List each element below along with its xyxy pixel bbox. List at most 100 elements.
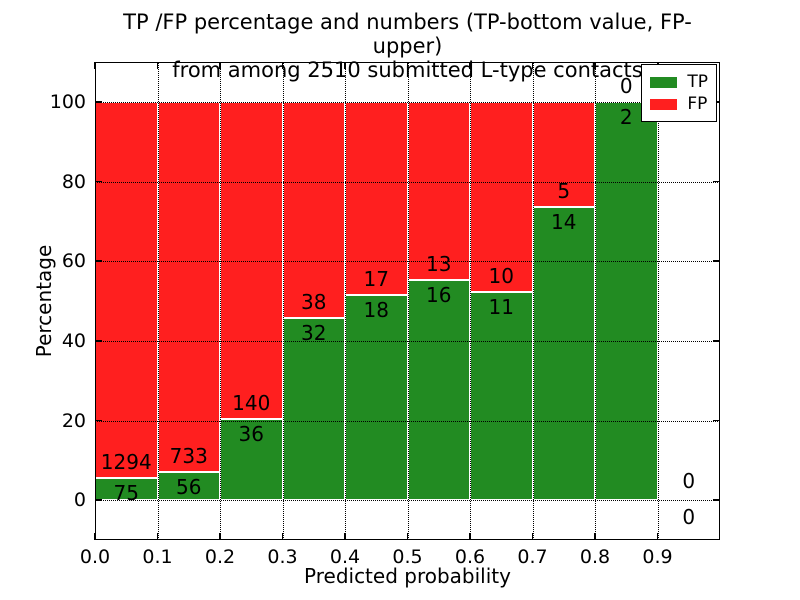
- x-tick-mark: [344, 533, 346, 540]
- fp-count-label: 140: [232, 390, 271, 415]
- gridline-vertical: [282, 62, 284, 540]
- x-tick-mark: [344, 62, 346, 69]
- tp-count-label: 56: [176, 474, 202, 499]
- x-tick-label: 0.7: [517, 546, 548, 568]
- y-tick-mark: [713, 499, 720, 501]
- gridline-vertical: [157, 62, 159, 540]
- x-tick-label: 0.8: [579, 546, 611, 568]
- legend-entry-label: FP: [687, 93, 708, 114]
- legend-entry: FP: [650, 93, 708, 115]
- bar-fp-segment: [532, 101, 595, 207]
- x-tick-mark: [469, 533, 471, 540]
- fp-count-label: 733: [169, 443, 208, 468]
- y-tick-label: 20: [61, 409, 86, 432]
- fp-count-label: 13: [426, 252, 452, 277]
- x-tick-mark: [656, 533, 659, 540]
- legend-entry: TP: [650, 71, 708, 93]
- x-axis-label: Predicted probability: [304, 564, 511, 588]
- bar-fp-segment: [157, 101, 220, 472]
- tp-count-label: 18: [363, 298, 389, 323]
- tp-count-label: 2: [619, 104, 633, 129]
- x-tick-label: 0.1: [142, 546, 173, 568]
- bar-tp-segment: [470, 291, 533, 501]
- x-tick-label: 0.2: [204, 546, 236, 568]
- x-tick-label: 0.0: [79, 546, 111, 568]
- x-tick-mark: [219, 62, 221, 69]
- y-tick-mark: [95, 260, 102, 262]
- x-tick-mark: [406, 62, 409, 69]
- y-tick-label: 100: [49, 90, 86, 113]
- y-tick-label: 40: [61, 329, 86, 352]
- bar-fp-segment: [95, 101, 158, 479]
- fp-count-label: 0: [619, 73, 633, 98]
- x-tick-mark: [531, 533, 534, 540]
- fp-count-label: 1294: [100, 450, 152, 475]
- fp-count-label: 17: [363, 267, 389, 292]
- x-tick-mark: [406, 533, 409, 540]
- gridline-vertical: [407, 62, 409, 540]
- bar-tp-segment: [282, 318, 345, 501]
- x-tick-label: 0.4: [329, 546, 361, 568]
- gridline-vertical: [470, 62, 471, 540]
- gridline-vertical: [532, 62, 534, 540]
- x-tick-mark: [594, 62, 596, 69]
- gridline-vertical: [657, 62, 659, 540]
- bar-fp-segment: [282, 101, 345, 319]
- gridline-vertical: [220, 62, 221, 540]
- bar-tp-segment: [407, 280, 470, 501]
- y-tick-label: 80: [61, 170, 86, 193]
- gridline-vertical: [345, 62, 346, 540]
- y-tick-label: 0: [73, 489, 86, 512]
- y-tick-mark: [95, 101, 102, 103]
- x-tick-mark: [156, 533, 159, 540]
- tp-count-label: 14: [551, 209, 577, 234]
- fp-swatch-icon: [650, 98, 678, 110]
- x-tick-mark: [594, 533, 596, 540]
- tp-count-label: 0: [682, 505, 696, 530]
- tp-swatch-icon: [650, 76, 678, 88]
- tp-count-label: 16: [426, 283, 452, 308]
- tp-count-label: 32: [301, 321, 327, 346]
- tp-count-label: 36: [238, 421, 264, 446]
- bar-tp-segment: [157, 471, 220, 501]
- y-tick-mark: [95, 499, 102, 501]
- x-tick-label: 0.9: [642, 546, 673, 568]
- x-tick-mark: [156, 62, 159, 69]
- chart-title: TP /FP percentage and numbers (TP-bottom…: [95, 10, 720, 82]
- tp-count-label: 75: [113, 481, 139, 506]
- bar-fp-segment: [470, 101, 533, 292]
- x-tick-label: 0.5: [392, 546, 423, 568]
- y-tick-label: 60: [61, 250, 86, 273]
- x-tick-mark: [531, 62, 534, 69]
- x-tick-mark: [219, 533, 221, 540]
- x-tick-label: 0.3: [267, 546, 298, 568]
- y-tick-mark: [713, 260, 720, 262]
- y-tick-mark: [713, 419, 720, 422]
- bar-tp-segment: [345, 295, 408, 501]
- y-tick-mark: [713, 340, 720, 342]
- gridline-vertical: [595, 62, 596, 540]
- x-tick-mark: [94, 533, 96, 540]
- fp-count-label: 10: [488, 263, 514, 288]
- plot-area: TP FP 1294 75 733 56 140 36 38 32 17 18 13 16 10 11 5 14…: [94, 62, 720, 540]
- x-tick-label: 0.6: [454, 546, 486, 568]
- bar-fp-segment: [220, 101, 283, 419]
- y-tick-mark: [95, 419, 102, 422]
- x-tick-mark: [281, 533, 284, 540]
- legend: TP FP: [641, 64, 717, 122]
- y-tick-mark: [95, 180, 102, 183]
- y-tick-mark: [713, 180, 720, 183]
- bar-fp-segment: [345, 101, 408, 296]
- fp-count-label: 0: [682, 469, 696, 494]
- fp-count-label: 5: [557, 178, 571, 203]
- chart-title-line1: TP /FP percentage and numbers (TP-bottom…: [123, 10, 692, 58]
- chart-title-line2: from among 2510 submitted L-type contact…: [172, 58, 643, 82]
- y-tick-mark: [95, 340, 102, 342]
- legend-entry-label: TP: [687, 71, 708, 92]
- bar-tp-segment: [532, 206, 595, 501]
- bar-fp-segment: [407, 101, 470, 281]
- tp-count-label: 11: [488, 294, 514, 319]
- bar-tp-segment: [595, 101, 658, 501]
- fp-count-label: 38: [301, 290, 327, 315]
